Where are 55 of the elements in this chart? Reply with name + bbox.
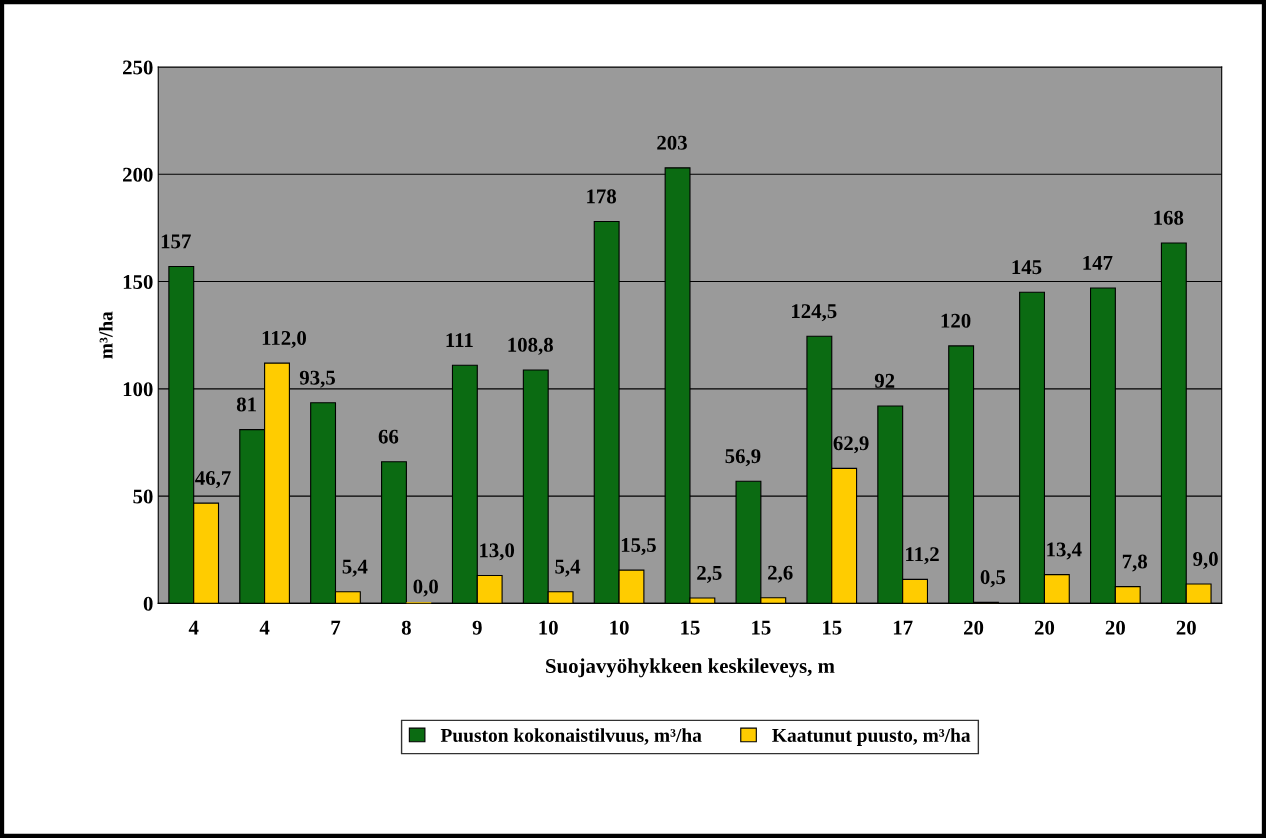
x-tick-label: 17 [893,620,913,635]
x-tick-label: 10 [539,620,558,635]
data-label: 124,5 [792,304,837,322]
data-label: 15,5 [621,538,656,556]
data-label: 157 [161,234,191,249]
x-tick-label: 20 [1176,620,1196,635]
data-label: 2,6 [768,565,793,583]
x-tick-label: 9 [472,620,482,635]
x-tick-label: 20 [964,620,984,635]
data-label: 120 [941,313,971,328]
data-label: 2,5 [697,565,722,583]
x-tick-label: 15 [823,620,842,635]
data-label: 56,9 [725,449,761,467]
x-tick-label: 20 [1034,620,1055,635]
y-tick-label: 200 [123,167,153,182]
x-axis-title: Suojavyöhykkeen keskileveys, m [546,658,835,678]
data-label: 93,5 [299,370,335,388]
x-tick-label: 15 [752,620,771,635]
data-label: 145 [1012,260,1042,275]
data-label: 13,4 [1047,542,1082,560]
data-label: 111 [446,333,473,347]
y-axis-title: m³/ha [98,311,113,359]
y-tick-label: 150 [123,274,153,289]
data-label: 0,0 [413,579,438,597]
x-tick-label: 15 [681,620,700,635]
data-label: 178 [587,189,617,204]
data-label: 108,8 [508,337,553,355]
data-label: 112,0 [262,330,307,348]
y-tick-label: 50 [133,489,153,504]
legend-label: Puuston kokonaistilvuus, m³/ha [440,728,702,745]
x-tick-label: 7 [331,620,341,635]
data-label: 168 [1154,210,1184,225]
data-label: 0,5 [980,570,1006,588]
x-tick-label: 20 [1105,620,1125,635]
data-label: 203 [657,135,687,150]
y-tick-label: 100 [123,382,153,397]
data-label: 5,4 [342,559,368,577]
data-label: 81 [236,397,256,412]
data-label: 62,9 [833,436,869,454]
x-tick-label: 4 [259,620,270,635]
data-label: 7,8 [1122,554,1148,572]
data-label: 9,0 [1193,551,1218,569]
data-label: 5,4 [555,559,581,577]
data-label: 13,0 [480,543,515,561]
x-tick-label: 4 [188,620,199,635]
data-label: 11,2 [906,547,939,565]
data-label: 46,7 [195,471,231,489]
data-label: 92 [874,373,895,388]
x-tick-label: 10 [610,620,629,635]
x-tick-label: 8 [401,620,411,635]
y-tick-label: 0 [143,596,153,611]
data-label: 66 [378,429,399,444]
data-label: 147 [1083,255,1113,270]
y-tick-label: 250 [123,60,153,75]
legend-label: Kaatunut puusto, m³/ha [772,728,971,746]
